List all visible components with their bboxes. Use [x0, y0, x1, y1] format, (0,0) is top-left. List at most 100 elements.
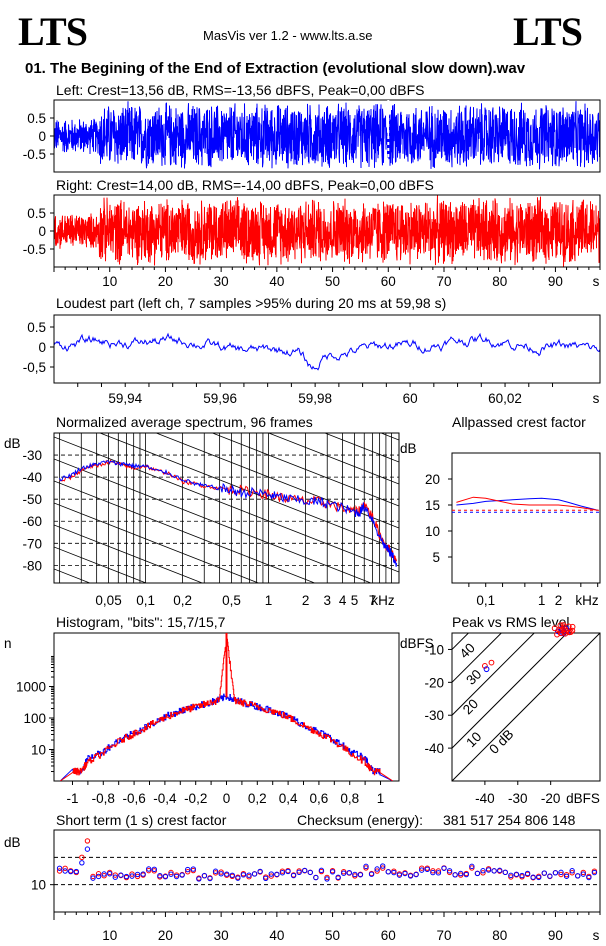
short-crest-point — [84, 846, 91, 852]
short-crest-point — [380, 863, 386, 869]
short-crest-point — [235, 875, 241, 881]
crest-diagonal — [452, 633, 503, 683]
short-crest-point — [357, 872, 364, 878]
short-crest-point — [201, 872, 208, 879]
peak-rms-xlabel: dBFS — [566, 791, 600, 806]
short-crest-point — [240, 872, 247, 878]
peak-rms-point — [567, 629, 574, 635]
short-crest-point — [536, 874, 542, 881]
short-crest-point — [430, 869, 436, 876]
short-crest-point — [179, 872, 185, 878]
y-tick-label: 10 — [31, 878, 46, 893]
x-unit-label: s — [593, 928, 600, 943]
short-crest-point — [146, 866, 152, 872]
peak-rms-point — [569, 623, 576, 630]
x-tick-label: 0,4 — [279, 791, 298, 806]
short-crest-point — [90, 875, 96, 881]
short-crest-point — [68, 868, 74, 875]
spectrum-frame — [53, 432, 400, 584]
short-crest-point — [558, 871, 564, 878]
short-crest-point — [157, 873, 163, 879]
time-tick-label: 40 — [269, 274, 284, 289]
x-tick-label: 3 — [323, 593, 331, 608]
short-crest-point — [173, 873, 180, 880]
peak-rms-point — [569, 627, 576, 634]
short-crest-point — [190, 866, 196, 872]
short-crest-point — [480, 868, 486, 874]
spectrum-slope-line — [267, 433, 399, 485]
x-tick-label: 30 — [214, 928, 229, 943]
time-tick-label: 30 — [214, 274, 229, 289]
x-tick-label: 0,2 — [173, 593, 192, 608]
left-waveform-trace — [54, 101, 600, 170]
short-crest-point — [296, 869, 302, 876]
short-crest-point — [229, 872, 235, 878]
short-crest-point — [469, 863, 475, 870]
y-tick-label: -40 — [424, 741, 444, 756]
y-tick-label: -0.5 — [23, 147, 46, 162]
short-crest-point — [185, 866, 191, 873]
short-crest-point — [385, 869, 391, 875]
x-tick-label: 50 — [325, 928, 340, 943]
time-unit-label: s — [593, 274, 600, 289]
right-waveform-title: Right: Crest=14,00 dB, RMS=-14,00 dBFS, … — [56, 177, 434, 193]
short-crest-point — [62, 868, 68, 874]
short-crest-point — [508, 874, 514, 880]
diagonal-label: 20 — [460, 696, 481, 717]
short-crest-point — [391, 869, 397, 876]
short-crest-point — [569, 870, 575, 876]
short-crest-point — [302, 867, 308, 874]
peak-rms-point — [481, 662, 488, 669]
short-crest-point — [268, 871, 274, 877]
short-crest-point — [107, 871, 113, 877]
short-crest-point — [162, 873, 169, 880]
short-crest-point — [313, 874, 319, 881]
x-tick-label: -0,6 — [122, 791, 145, 806]
short-crest-point — [140, 871, 146, 877]
short-crest-point — [257, 868, 263, 875]
x-tick-label: -40 — [475, 791, 495, 806]
short-crest-point — [73, 868, 79, 875]
short-crest-point — [79, 860, 85, 866]
short-crest-point — [335, 874, 341, 880]
short-crest-point — [129, 871, 135, 877]
diagonal-label: 0 dB — [486, 727, 516, 757]
short-crest-point — [419, 867, 425, 873]
x-tick-label: 10 — [102, 928, 117, 943]
short-crest-ylabel: dB — [4, 835, 21, 850]
short-crest-frame — [53, 829, 601, 913]
time-tick-label: 60 — [381, 274, 396, 289]
short-crest-point — [246, 872, 252, 878]
peak-rms-point — [488, 659, 495, 666]
short-crest-point — [419, 865, 425, 871]
x-unit-label: s — [593, 391, 600, 406]
short-crest-point — [274, 871, 280, 878]
short-crest-point — [446, 868, 453, 874]
y-tick-label: -0,5 — [23, 360, 46, 375]
short-crest-point — [263, 875, 269, 881]
x-tick-label: 1 — [377, 791, 385, 806]
x-tick-label: -0,2 — [184, 791, 207, 806]
spectrum-slope-line — [54, 458, 372, 583]
peak-rms-title: Peak vs RMS level — [452, 614, 570, 630]
short-crest-point — [56, 865, 63, 871]
diagonal-label: 40 — [457, 640, 478, 661]
short-crest-point — [552, 870, 559, 876]
short-crest-point — [441, 865, 447, 871]
short-crest-point — [218, 871, 224, 877]
short-crest-point — [352, 871, 358, 878]
short-crest-point — [530, 874, 536, 880]
short-crest-point — [430, 868, 436, 874]
short-crest-point — [95, 873, 102, 880]
x-tick-label: 59,94 — [108, 391, 142, 406]
short-crest-point — [474, 870, 481, 877]
crest-diagonal — [452, 633, 535, 716]
short-crest-point — [580, 869, 586, 876]
x-tick-label: 4 — [339, 593, 347, 608]
short-crest-point — [563, 873, 570, 879]
y-tick-label: -20 — [424, 675, 444, 690]
short-crest-point — [558, 869, 564, 876]
short-crest-point — [95, 871, 102, 877]
spectrum-slope-line — [323, 433, 399, 463]
x-tick-label: 20 — [158, 928, 173, 943]
